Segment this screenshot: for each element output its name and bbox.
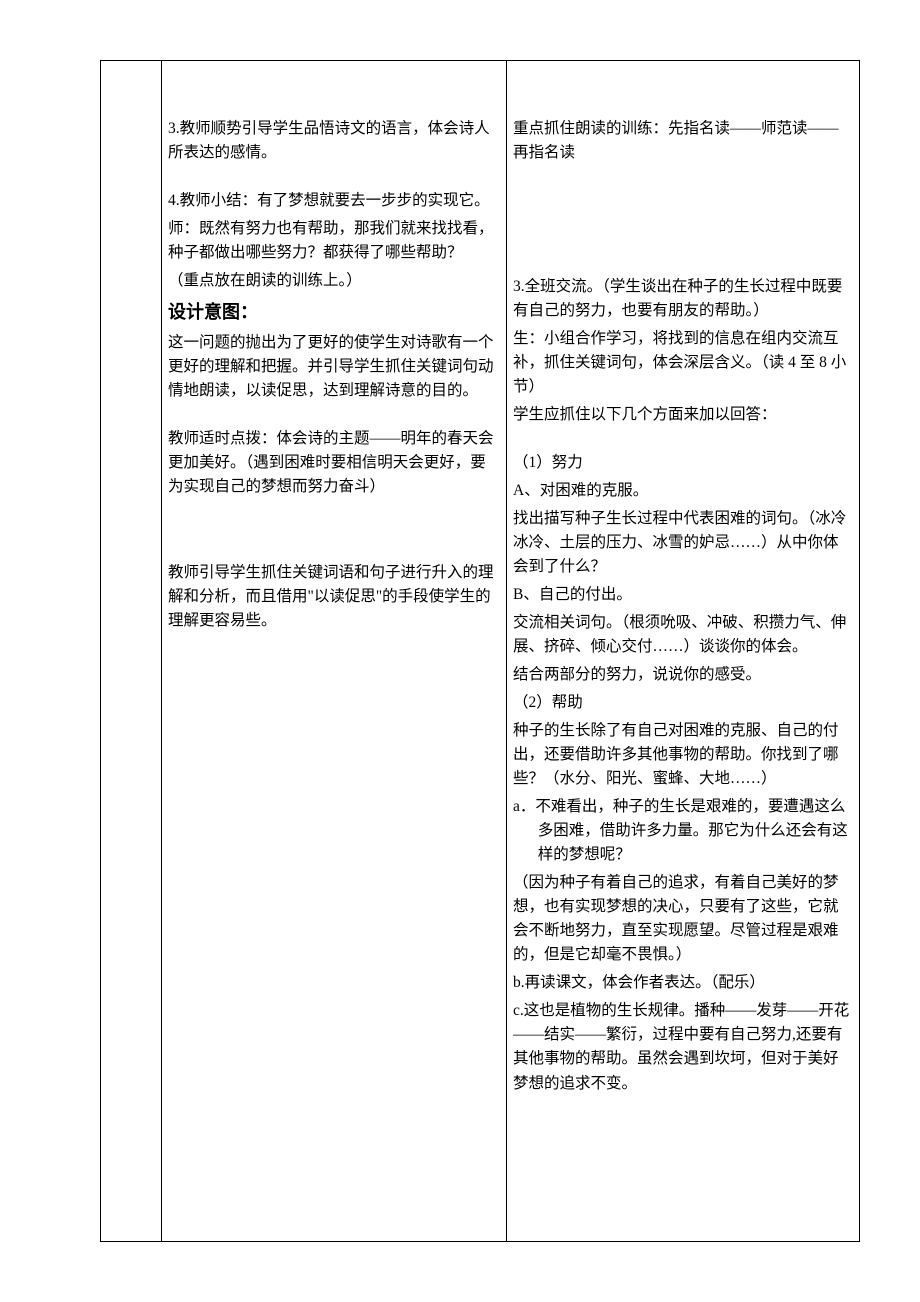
paragraph: A、对困难的克服。 (513, 479, 853, 503)
paragraph: 交流相关词句。（根须吮吸、冲破、积攒力气、伸展、挤碎、倾心交付……）谈谈你的体会… (513, 611, 853, 659)
paragraph: 教师适时点拨：体会诗的主题——明年的春天会更加美好。（遇到困难时要相信明天会更好… (168, 427, 500, 499)
middle-column: 3.教师顺势引导学生品悟诗文的语言，体会诗人所表达的感情。 4.教师小结：有了梦… (162, 61, 507, 1242)
paragraph: （2）帮助 (513, 691, 853, 715)
paragraph: 结合两部分的努力，说说你的感受。 (513, 663, 853, 687)
paragraph: （1）努力 (513, 451, 853, 475)
paragraph: （因为种子有着自己的追求，有着自己美好的梦想，也有实现梦想的决心，只要有了这些，… (513, 871, 853, 967)
paragraph: 找出描写种子生长过程中代表困难的词句。（冰冷冰冷、土层的压力、冰雪的妒忌……）从… (513, 507, 853, 579)
design-intent-title: 设计意图： (168, 299, 500, 327)
document-page: 3.教师顺势引导学生品悟诗文的语言，体会诗人所表达的感情。 4.教师小结：有了梦… (0, 0, 920, 1302)
paragraph: 师：既然有努力也有帮助，那我们就来找找看，种子都做出哪些努力？都获得了哪些帮助？ (168, 217, 500, 265)
paragraph: 种子的生长除了有自己对困难的克服、自己的付出，还要借助许多其他事物的帮助。你找到… (513, 719, 853, 791)
paragraph: 这一问题的抛出为了更好的使学生对诗歌有一个更好的理解和把握。并引导学生抓住关键词… (168, 331, 500, 403)
paragraph: B、自己的付出。 (513, 583, 853, 607)
paragraph: a．不难看出，种子的生长是艰难的，要遭遇这么多困难，借助许多力量。那它为什么还会… (513, 795, 853, 867)
paragraph: 重点抓住朗读的训练：先指名读——师范读——再指名读 (513, 117, 853, 165)
paragraph: 教师引导学生抓住关键词语和句子进行升入的理解和分析，而且借用"以读促思"的手段使… (168, 561, 500, 633)
left-column (101, 61, 162, 1242)
content-table: 3.教师顺势引导学生品悟诗文的语言，体会诗人所表达的感情。 4.教师小结：有了梦… (100, 60, 860, 1242)
paragraph: （重点放在朗读的训练上。） (168, 269, 500, 293)
table-row: 3.教师顺势引导学生品悟诗文的语言，体会诗人所表达的感情。 4.教师小结：有了梦… (101, 61, 860, 1242)
paragraph: 3.全班交流。（学生谈出在种子的生长过程中既要有自己的努力，也要有朋友的帮助。） (513, 275, 853, 323)
right-column: 重点抓住朗读的训练：先指名读——师范读——再指名读 3.全班交流。（学生谈出在种… (507, 61, 860, 1242)
paragraph: 3.教师顺势引导学生品悟诗文的语言，体会诗人所表达的感情。 (168, 117, 500, 165)
paragraph: 学生应抓住以下几个方面来加以回答： (513, 403, 853, 427)
paragraph: b.再读课文，体会作者表达。（配乐） (513, 971, 853, 995)
paragraph: 生：小组合作学习，将找到的信息在组内交流互补，抓住关键词句，体会深层含义。（读 … (513, 327, 853, 399)
paragraph: 4.教师小结：有了梦想就要去一步步的实现它。 (168, 189, 500, 213)
paragraph: c.这也是植物的生长规律。播种——发芽——开花——结实——繁衍，过程中要有自己努… (513, 999, 853, 1095)
